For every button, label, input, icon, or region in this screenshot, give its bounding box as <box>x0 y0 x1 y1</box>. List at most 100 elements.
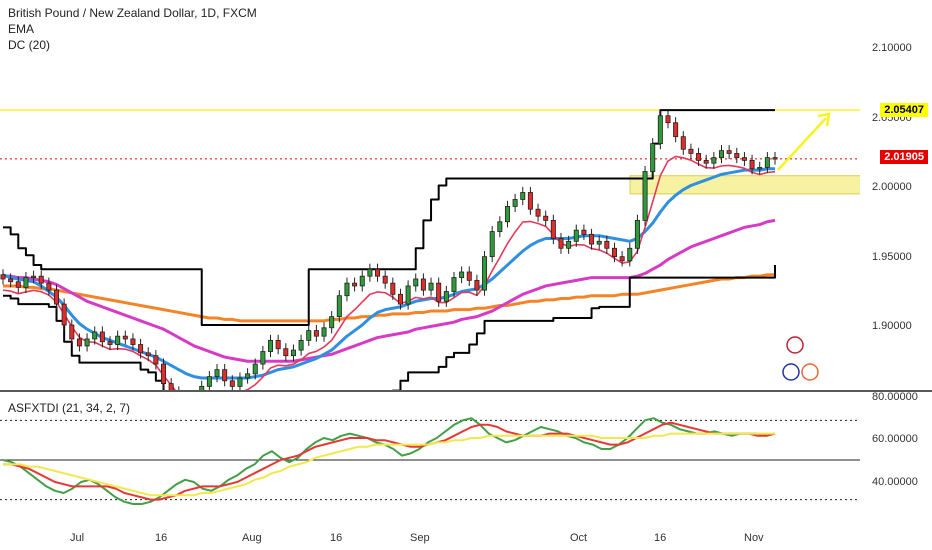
candle-body <box>0 274 6 280</box>
projection-arrow-head <box>817 112 831 127</box>
candle-body <box>642 171 648 221</box>
osc-tick-80: 80.00000 <box>872 391 918 403</box>
candle-body <box>344 282 350 297</box>
candle-body <box>718 150 724 158</box>
candle-body <box>482 256 488 291</box>
candle-body <box>336 295 342 318</box>
tdi-red-line <box>3 421 776 501</box>
price-tick-2.00: 2.00000 <box>872 181 912 193</box>
event-marker-icon <box>801 363 819 381</box>
candle-body <box>420 278 426 291</box>
time-tick-16-jul: 16 <box>155 532 167 544</box>
candle-body <box>543 215 549 221</box>
price-tick-1.95: 1.95000 <box>872 251 912 263</box>
candle-body <box>428 282 434 291</box>
candle-body <box>451 277 457 292</box>
candle-body <box>15 281 21 288</box>
candle-body <box>443 291 449 302</box>
candle-body <box>76 338 82 347</box>
oscillator-legend[interactable]: ASFXTDI (21, 34, 2, 7) <box>8 401 131 415</box>
time-tick-aug: Aug <box>242 532 262 544</box>
time-tick-16-oct: 16 <box>654 532 666 544</box>
chart-legend[interactable]: British Pound / New Zealand Dollar, 1D, … <box>8 5 257 53</box>
oscillator-axis[interactable]: 80.00000 60.00000 40.00000 <box>872 391 918 488</box>
candle-body <box>268 339 274 352</box>
candle-body <box>107 341 113 345</box>
candle-body <box>38 275 44 284</box>
candle-body <box>657 115 663 145</box>
candle-body <box>527 192 533 210</box>
candle-body <box>650 143 656 172</box>
event-marker-icon <box>786 336 804 354</box>
candle-body <box>413 278 419 287</box>
ema-orange-line <box>3 273 775 323</box>
candle-body <box>92 331 98 340</box>
candle-body <box>772 157 778 160</box>
candle-body <box>184 402 188 409</box>
price-plot-area <box>0 109 860 409</box>
candle-body <box>611 247 617 258</box>
candle-body <box>192 400 196 408</box>
ema-blue-line <box>2 167 775 380</box>
candle-body <box>634 219 640 249</box>
candle-body <box>115 335 121 345</box>
candle-body <box>703 159 709 164</box>
candle-body <box>688 148 694 154</box>
candle-body <box>283 348 289 357</box>
candle-body <box>321 327 327 337</box>
resistance-price-tag: 2.05407 <box>880 103 928 117</box>
candle-body <box>290 349 296 357</box>
candle-body <box>54 289 60 305</box>
price-axis[interactable]: 2.10000 2.05000 2.00000 1.95000 1.90000 <box>872 42 912 332</box>
candle-body <box>619 256 625 262</box>
ema-red-line <box>2 155 776 390</box>
candle-body <box>306 330 312 341</box>
candle-body <box>734 153 740 158</box>
candle-body <box>8 278 14 283</box>
price-pane[interactable] <box>0 109 932 425</box>
oscillator-pane[interactable] <box>0 417 868 505</box>
candle-body <box>99 331 105 343</box>
candle-body <box>397 293 403 305</box>
time-tick-jul: Jul <box>70 532 84 544</box>
candle-body <box>168 383 174 390</box>
donchian-legend[interactable]: DC (20) <box>8 38 51 52</box>
candle-body <box>359 275 365 287</box>
candle-body <box>46 282 52 291</box>
symbol-title[interactable]: British Pound / New Zealand Dollar, 1D, … <box>8 6 257 20</box>
candle-body <box>214 369 220 378</box>
candle-body <box>260 351 266 365</box>
candle-body <box>741 157 747 161</box>
time-axis[interactable]: Jul 16 Aug 16 Sep Oct 16 Nov <box>70 532 764 544</box>
candle-body <box>466 271 472 281</box>
candle-body <box>726 150 732 154</box>
current-price-tag: 2.01905 <box>880 150 928 164</box>
osc-tick-40: 40.00000 <box>872 476 918 488</box>
ema-legend[interactable]: EMA <box>8 22 35 36</box>
candle-body <box>229 380 235 387</box>
candle-body <box>206 376 212 387</box>
projection-arrow-shaft <box>777 117 827 171</box>
candle-body <box>138 344 144 354</box>
candle-body <box>382 275 388 284</box>
candle-body <box>711 157 717 164</box>
candle-body <box>31 275 37 279</box>
candle-body <box>222 369 228 382</box>
candle-body <box>749 159 755 170</box>
candle-body <box>581 229 587 235</box>
candle-body <box>436 282 442 302</box>
candle-body <box>177 392 181 402</box>
candle-body <box>153 355 159 365</box>
candle-body <box>604 240 610 249</box>
osc-tick-60: 60.00000 <box>872 433 918 445</box>
candle-body <box>130 338 136 345</box>
candle-body <box>680 136 686 150</box>
candle-body <box>566 240 572 249</box>
candle-body <box>504 206 510 223</box>
candle-body <box>84 338 90 347</box>
ema-pink-line <box>3 218 776 363</box>
candle-body <box>673 122 679 138</box>
osc-plot-area <box>0 417 860 505</box>
